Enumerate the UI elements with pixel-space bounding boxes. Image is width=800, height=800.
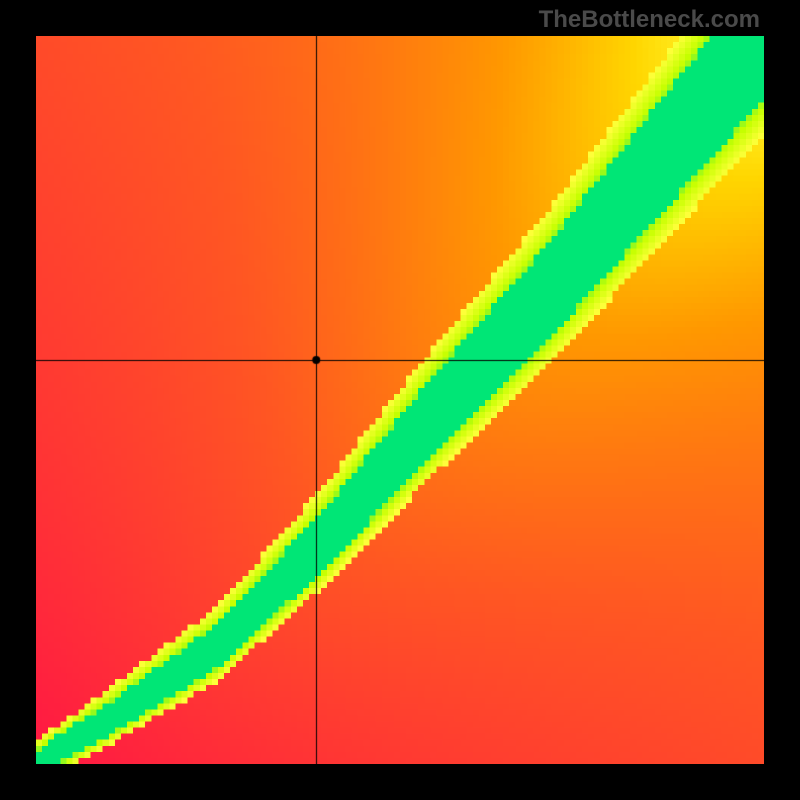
watermark-text: TheBottleneck.com — [539, 6, 760, 34]
chart-container: TheBottleneck.com — [0, 0, 800, 800]
bottleneck-heatmap — [36, 36, 764, 764]
